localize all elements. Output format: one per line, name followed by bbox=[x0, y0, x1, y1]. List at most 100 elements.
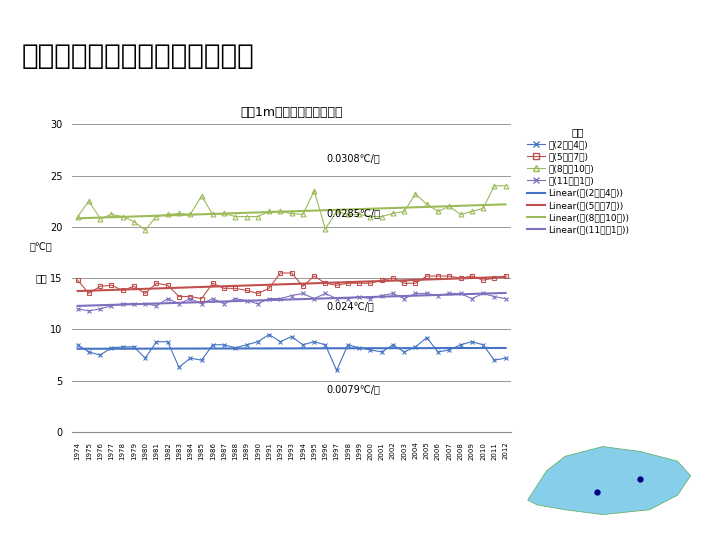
Linear(秋(11月～1月)) bbox=[423, 292, 431, 299]
秋(11月～1月) bbox=[265, 295, 274, 302]
Text: 平舘の季節別水温推移（１ｍ）: 平舘の季節別水温推移（１ｍ） bbox=[22, 43, 254, 70]
Linear(冬(2月～4月)) bbox=[265, 345, 274, 352]
冬(2月～4月) bbox=[333, 367, 341, 374]
Linear(春(5月～7月)) bbox=[197, 284, 206, 290]
春(5月～7月) bbox=[287, 270, 296, 276]
Linear(冬(2月～4月)) bbox=[276, 345, 284, 352]
Line: 秋(11月～1月): 秋(11月～1月) bbox=[75, 291, 508, 313]
秋(11月～1月) bbox=[321, 291, 330, 297]
Linear(春(5月～7月)) bbox=[84, 287, 93, 294]
春(5月～7月) bbox=[175, 293, 184, 300]
冬(2月～4月) bbox=[242, 342, 251, 348]
夏(8月～10月) bbox=[400, 208, 408, 214]
秋(11月～1月) bbox=[287, 292, 296, 299]
春(5月～7月) bbox=[501, 273, 510, 279]
Linear(冬(2月～4月)) bbox=[220, 345, 228, 352]
冬(2月～4月) bbox=[490, 357, 499, 363]
秋(11月～1月) bbox=[130, 300, 138, 307]
Line: Linear(冬(2月～4月)): Linear(冬(2月～4月)) bbox=[78, 348, 505, 349]
Linear(冬(2月～4月)) bbox=[355, 345, 364, 352]
秋(11月～1月) bbox=[84, 308, 93, 314]
Linear(冬(2月～4月)) bbox=[377, 345, 386, 352]
春(5月～7月) bbox=[73, 277, 82, 284]
Linear(春(5月～7月)) bbox=[130, 286, 138, 293]
冬(2月～4月) bbox=[197, 357, 206, 363]
秋(11月～1月) bbox=[423, 291, 431, 297]
Linear(春(5月～7月)) bbox=[163, 285, 172, 291]
秋(11月～1月) bbox=[501, 295, 510, 302]
Linear(秋(11月～1月)) bbox=[333, 295, 341, 301]
冬(2月～4月) bbox=[445, 347, 454, 353]
Linear(夏(8月～10月)) bbox=[287, 208, 296, 214]
Text: 0.024℃/年: 0.024℃/年 bbox=[327, 301, 374, 311]
夏(8月～10月) bbox=[479, 205, 487, 212]
秋(11月～1月) bbox=[107, 302, 116, 309]
Linear(秋(11月～1月)) bbox=[433, 292, 442, 298]
Linear(春(5月～7月)) bbox=[501, 274, 510, 280]
秋(11月～1月) bbox=[411, 291, 420, 297]
春(5月～7月) bbox=[163, 282, 172, 288]
夏(8月～10月) bbox=[490, 183, 499, 189]
Linear(秋(11月～1月)) bbox=[175, 300, 184, 306]
Linear(冬(2月～4月)) bbox=[287, 345, 296, 352]
Linear(夏(8月～10月)) bbox=[242, 210, 251, 216]
Linear(春(5月～7月)) bbox=[433, 276, 442, 282]
Linear(春(5月～7月)) bbox=[209, 284, 217, 290]
Line: 春(5月～7月): 春(5月～7月) bbox=[75, 271, 508, 301]
冬(2月～4月) bbox=[501, 355, 510, 361]
Linear(夏(8月～10月)) bbox=[456, 202, 465, 209]
Linear(秋(11月～1月)) bbox=[377, 293, 386, 300]
Linear(夏(8月～10月)) bbox=[490, 201, 499, 208]
Line: 夏(8月～10月): 夏(8月～10月) bbox=[75, 183, 508, 232]
春(5月～7月) bbox=[96, 283, 104, 289]
Linear(春(5月～7月)) bbox=[490, 274, 499, 281]
Text: 水温: 水温 bbox=[35, 273, 47, 283]
Title: 平舘1mの季節別の水温推移: 平舘1mの季節別の水温推移 bbox=[240, 106, 343, 119]
Linear(春(5月～7月)) bbox=[366, 278, 374, 285]
Linear(春(5月～7月)) bbox=[96, 287, 104, 294]
秋(11月～1月) bbox=[163, 295, 172, 302]
Linear(冬(2月～4月)) bbox=[467, 345, 476, 352]
Linear(春(5月～7月)) bbox=[445, 275, 454, 282]
Linear(夏(8月～10月)) bbox=[479, 202, 487, 208]
春(5月～7月) bbox=[490, 275, 499, 281]
Linear(夏(8月～10月)) bbox=[445, 203, 454, 210]
Linear(春(5月～7月)) bbox=[355, 279, 364, 285]
夏(8月～10月) bbox=[501, 183, 510, 189]
春(5月～7月) bbox=[107, 282, 116, 288]
Linear(冬(2月～4月)) bbox=[433, 345, 442, 352]
Linear(春(5月～7月)) bbox=[253, 282, 262, 288]
Linear(冬(2月～4月)) bbox=[96, 346, 104, 352]
Linear(夏(8月～10月)) bbox=[73, 215, 82, 221]
夏(8月～10月) bbox=[253, 213, 262, 220]
春(5月～7月) bbox=[433, 273, 442, 279]
春(5月～7月) bbox=[400, 280, 408, 286]
夏(8月～10月) bbox=[355, 211, 364, 218]
冬(2月～4月) bbox=[377, 349, 386, 355]
Linear(春(5月～7月)) bbox=[299, 280, 307, 287]
秋(11月～1月) bbox=[389, 291, 397, 297]
Linear(夏(8月～10月)) bbox=[501, 201, 510, 207]
Linear(冬(2月～4月)) bbox=[175, 346, 184, 352]
Linear(春(5月～7月)) bbox=[141, 286, 150, 292]
秋(11月～1月) bbox=[209, 295, 217, 302]
Linear(夏(8月～10月)) bbox=[389, 205, 397, 211]
Linear(春(5月～7月)) bbox=[220, 283, 228, 289]
Polygon shape bbox=[528, 447, 690, 515]
Linear(夏(8月～10月)) bbox=[411, 204, 420, 211]
夏(8月～10月) bbox=[299, 211, 307, 218]
春(5月～7月) bbox=[130, 283, 138, 289]
冬(2月～4月) bbox=[400, 349, 408, 355]
Linear(秋(11月～1月)) bbox=[343, 294, 352, 301]
Linear(春(5月～7月)) bbox=[423, 276, 431, 283]
秋(11月～1月) bbox=[73, 306, 82, 312]
Linear(夏(8月～10月)) bbox=[400, 205, 408, 211]
Linear(秋(11月～1月)) bbox=[209, 299, 217, 305]
春(5月～7月) bbox=[366, 280, 374, 286]
Linear(秋(11月～1月)) bbox=[456, 291, 465, 298]
Linear(春(5月～7月)) bbox=[400, 277, 408, 284]
Linear(秋(11月～1月)) bbox=[299, 296, 307, 302]
Linear(秋(11月～1月)) bbox=[445, 292, 454, 298]
夏(8月～10月) bbox=[209, 211, 217, 218]
Linear(春(5月～7月)) bbox=[73, 288, 82, 294]
